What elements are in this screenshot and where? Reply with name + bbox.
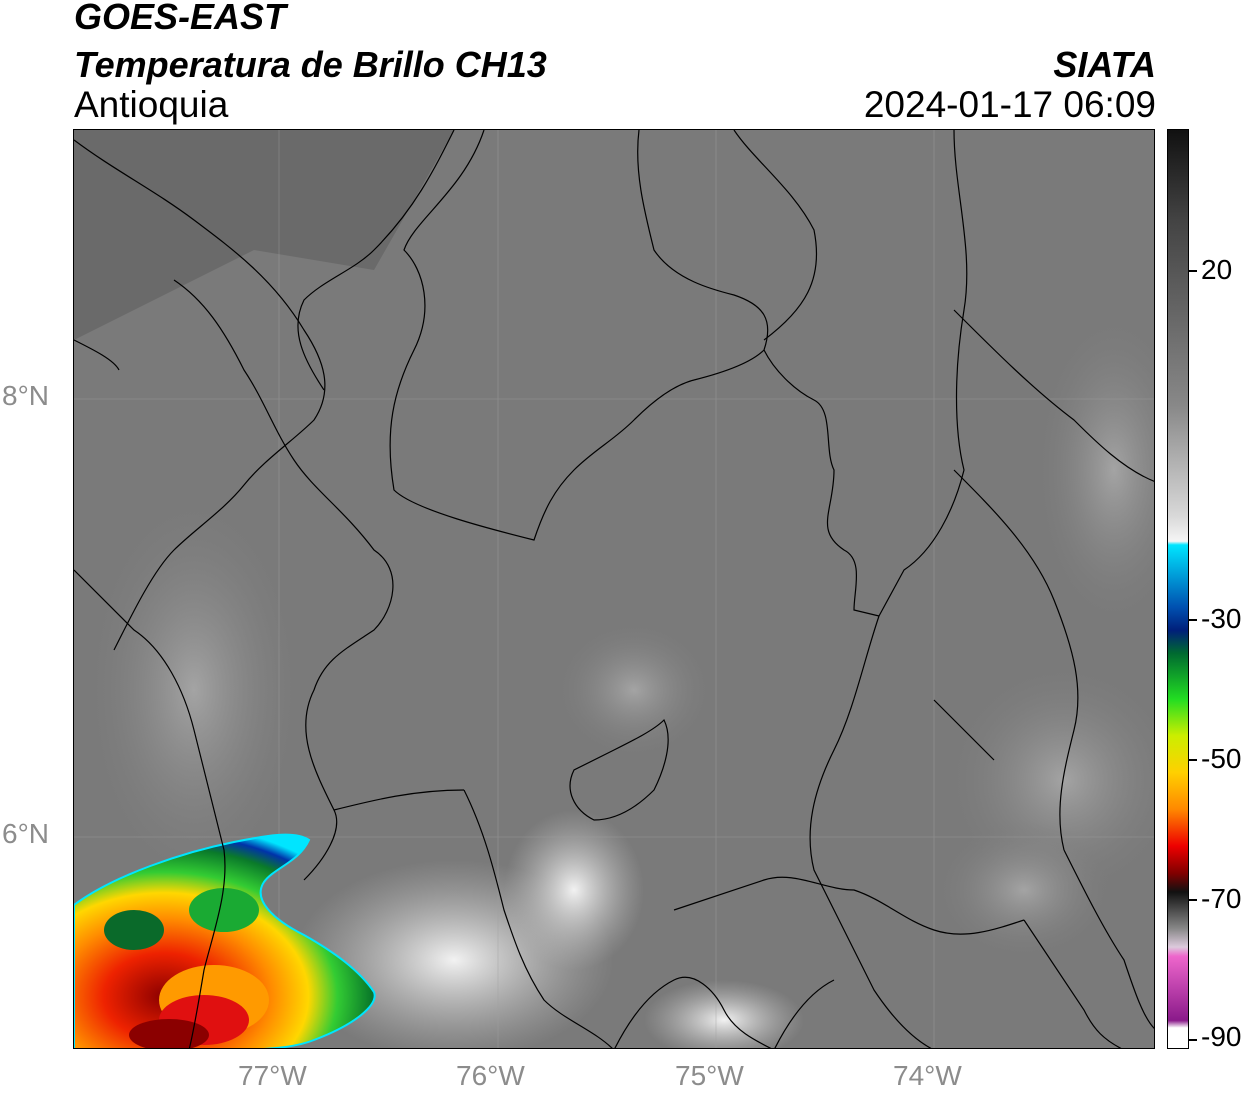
storm-core — [104, 910, 164, 950]
datetime-label: 2024-01-17 06:09 — [863, 84, 1156, 125]
product-title: Temperatura de Brillo CH13 — [74, 44, 547, 85]
colorbar-tick — [1189, 759, 1197, 761]
storm-core — [129, 1019, 209, 1048]
colorbar-label: -30 — [1201, 603, 1242, 634]
region-subtitle: Antioquia — [74, 84, 229, 125]
lat-tick-label: 6°N — [2, 818, 49, 849]
political-boundaries — [74, 130, 1154, 1048]
cloud-patch — [554, 620, 714, 760]
colorbar-label: -90 — [1201, 1021, 1242, 1052]
grid-lines — [74, 130, 1154, 1048]
cloud-patch — [934, 820, 1114, 960]
cloud-patch — [644, 980, 804, 1048]
temperature-colorbar — [1167, 129, 1189, 1049]
map-panel — [73, 129, 1155, 1049]
storm-core — [189, 888, 259, 932]
cloud-patch — [504, 810, 644, 970]
lon-tick-label: 77°W — [238, 1060, 307, 1091]
source-label: SIATA — [1053, 44, 1156, 85]
colorbar-tick — [1189, 899, 1197, 901]
lon-tick-label: 75°W — [675, 1060, 744, 1091]
cloud-patch — [1034, 310, 1154, 630]
colorbar-tick — [1189, 270, 1197, 272]
sea-area — [74, 130, 454, 340]
satellite-title: GOES-EAST — [74, 0, 287, 37]
colorbar-tick — [1189, 619, 1197, 621]
lat-tick-label: 8°N — [2, 380, 49, 411]
colorbar-tick — [1189, 1039, 1197, 1041]
colorbar-label: -50 — [1201, 743, 1242, 774]
colorbar-label: -70 — [1201, 883, 1242, 914]
convective-storm-cloud — [74, 833, 376, 1048]
colorbar-label: 20 — [1201, 254, 1233, 285]
lon-tick-label: 76°W — [456, 1060, 525, 1091]
map-canvas — [74, 130, 1154, 1048]
lon-tick-label: 74°W — [893, 1060, 962, 1091]
cloud-patch — [84, 490, 304, 890]
